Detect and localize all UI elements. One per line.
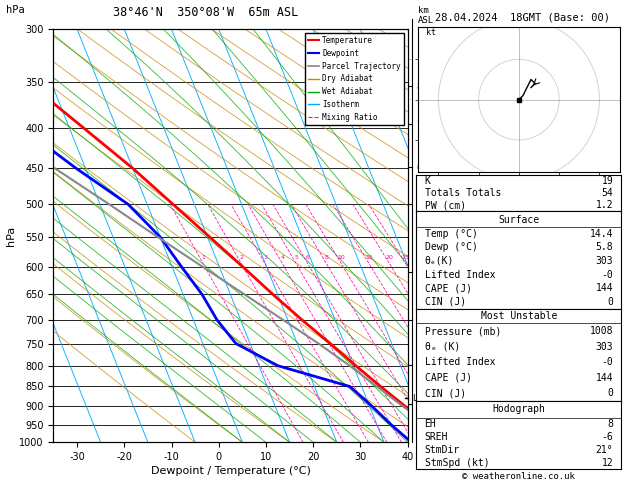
Text: θₑ(K): θₑ(K) xyxy=(425,256,454,266)
Text: Temp (°C): Temp (°C) xyxy=(425,229,477,239)
Text: kt: kt xyxy=(426,28,437,37)
Text: km
ASL: km ASL xyxy=(418,6,435,25)
Text: 1008: 1008 xyxy=(590,326,613,336)
Text: 10: 10 xyxy=(338,255,345,260)
Text: Pressure (mb): Pressure (mb) xyxy=(425,326,501,336)
Y-axis label: Mixing Ratio (g/kg): Mixing Ratio (g/kg) xyxy=(462,190,472,282)
Text: 20: 20 xyxy=(386,255,394,260)
Text: © weatheronline.co.uk: © weatheronline.co.uk xyxy=(462,472,576,481)
Text: -0: -0 xyxy=(601,357,613,367)
Text: -0: -0 xyxy=(601,270,613,279)
Text: CAPE (J): CAPE (J) xyxy=(425,373,472,382)
Text: 28.04.2024  18GMT (Base: 00): 28.04.2024 18GMT (Base: 00) xyxy=(435,12,610,22)
Text: 4: 4 xyxy=(281,255,285,260)
Text: 2: 2 xyxy=(240,255,243,260)
Text: 25: 25 xyxy=(402,255,410,260)
Text: Totals Totals: Totals Totals xyxy=(425,188,501,198)
Text: 1.2: 1.2 xyxy=(596,200,613,210)
X-axis label: Dewpoint / Temperature (°C): Dewpoint / Temperature (°C) xyxy=(150,466,311,476)
Text: CIN (J): CIN (J) xyxy=(425,388,465,398)
Text: Dewp (°C): Dewp (°C) xyxy=(425,243,477,252)
Text: 5: 5 xyxy=(294,255,298,260)
Text: 8: 8 xyxy=(325,255,328,260)
Text: 144: 144 xyxy=(596,373,613,382)
Text: hPa: hPa xyxy=(6,5,25,15)
Text: Most Unstable: Most Unstable xyxy=(481,312,557,321)
Text: Surface: Surface xyxy=(498,215,540,225)
Text: EH: EH xyxy=(425,419,437,429)
Text: CIN (J): CIN (J) xyxy=(425,297,465,307)
Text: 303: 303 xyxy=(596,342,613,352)
Text: 12: 12 xyxy=(601,458,613,468)
Text: 144: 144 xyxy=(596,283,613,293)
Text: Lifted Index: Lifted Index xyxy=(425,357,495,367)
Text: PW (cm): PW (cm) xyxy=(425,200,465,210)
Text: 1: 1 xyxy=(201,255,205,260)
Text: 21°: 21° xyxy=(596,445,613,455)
Text: 15: 15 xyxy=(365,255,373,260)
Text: -6: -6 xyxy=(601,432,613,442)
Text: 19: 19 xyxy=(601,176,613,186)
Text: θₑ (K): θₑ (K) xyxy=(425,342,460,352)
Text: 5.8: 5.8 xyxy=(596,243,613,252)
Legend: Temperature, Dewpoint, Parcel Trajectory, Dry Adiabat, Wet Adiabat, Isotherm, Mi: Temperature, Dewpoint, Parcel Trajectory… xyxy=(304,33,404,125)
Text: 3: 3 xyxy=(264,255,267,260)
Text: K: K xyxy=(425,176,430,186)
Y-axis label: hPa: hPa xyxy=(6,226,16,246)
Text: StmDir: StmDir xyxy=(425,445,460,455)
Text: 0: 0 xyxy=(608,297,613,307)
Text: Hodograph: Hodograph xyxy=(493,404,545,414)
Text: 38°46'N  350°08'W  65m ASL: 38°46'N 350°08'W 65m ASL xyxy=(113,6,298,19)
Text: CAPE (J): CAPE (J) xyxy=(425,283,472,293)
Text: StmSpd (kt): StmSpd (kt) xyxy=(425,458,489,468)
Text: LCL: LCL xyxy=(412,394,426,403)
Text: 54: 54 xyxy=(601,188,613,198)
Text: 8: 8 xyxy=(608,419,613,429)
Text: Lifted Index: Lifted Index xyxy=(425,270,495,279)
Text: 6: 6 xyxy=(306,255,310,260)
Text: 14.4: 14.4 xyxy=(590,229,613,239)
Text: 303: 303 xyxy=(596,256,613,266)
Text: SREH: SREH xyxy=(425,432,448,442)
Text: 0: 0 xyxy=(608,388,613,398)
